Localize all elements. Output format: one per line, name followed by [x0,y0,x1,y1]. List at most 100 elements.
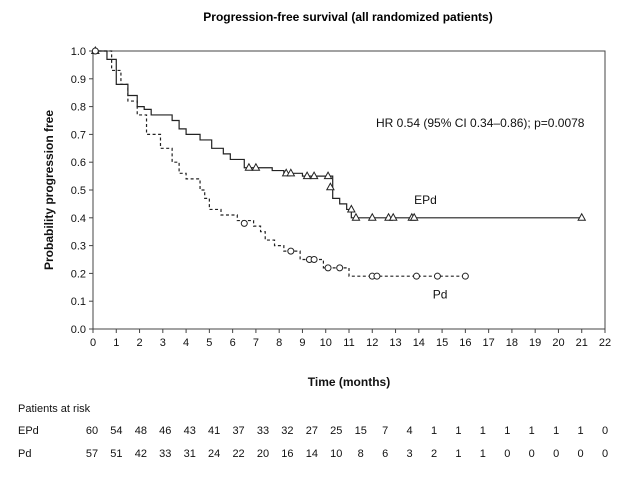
censor-marker-epd [302,171,312,180]
risk-value: 1 [553,425,559,437]
x-tick-label: 4 [183,337,189,349]
censor-marker-pd [461,272,469,280]
risk-value: 20 [257,448,269,460]
x-axis-label: Time (months) [308,375,390,389]
risk-value: 4 [407,425,413,437]
risk-value: 25 [330,425,342,437]
risk-value: 43 [184,425,196,437]
risk-value: 1 [529,425,535,437]
hazard-ratio-annotation: HR 0.54 (95% CI 0.34–0.86); p=0.0078 [376,116,585,130]
risk-value: 1 [455,425,461,437]
y-tick-label: 0.2 [71,268,86,280]
x-tick-label: 15 [436,337,448,349]
risk-value: 0 [578,448,584,460]
censor-marker-pd [287,247,295,255]
risk-value: 1 [578,425,584,437]
x-tick-label: 2 [136,337,142,349]
censor-marker-epd [309,171,319,180]
risk-value: 22 [232,448,244,460]
x-tick-label: 20 [552,337,564,349]
y-tick-label: 0.5 [71,185,86,197]
censor-marker-pd [324,264,332,272]
y-tick-label: 0.3 [71,241,86,253]
censor-marker-epd [351,212,361,221]
risk-value: 3 [407,448,413,460]
risk-value: 1 [431,425,437,437]
risk-table-title: Patients at risk [18,403,91,415]
x-tick-label: 12 [366,337,378,349]
x-tick-label: 0 [90,337,96,349]
risk-value: 51 [110,448,122,460]
risk-value: 37 [232,425,244,437]
y-tick-label: 0.1 [71,296,86,308]
censor-marker-epd [325,182,335,191]
y-tick-label: 0.7 [71,129,86,141]
risk-table: EPd 60 54 48 46 43 41 37 33 32 27 25 15 7 4 1 1 1 1 1 1 1 0Pd 5… [18,425,608,460]
censor-marker-epd [409,212,419,221]
risk-value: 31 [184,448,196,460]
series-label-pd: Pd [433,287,448,301]
series-line-epd [93,50,582,219]
censor-marker-pd [373,272,381,280]
censor-marker-pd [240,219,248,227]
x-tick-label: 8 [276,337,282,349]
x-tick-label: 7 [253,337,259,349]
x-tick-label: 9 [299,337,305,349]
risk-value: 1 [480,448,486,460]
risk-value: 0 [504,448,510,460]
censor-marker-epd [577,212,587,221]
risk-value: 48 [135,425,147,437]
x-tick-label: 18 [506,337,518,349]
x-tick-label: 17 [483,337,495,349]
x-tick-label: 16 [459,337,471,349]
risk-value: 6 [382,448,388,460]
risk-value: 0 [602,425,608,437]
x-tick-label: 19 [529,337,541,349]
x-tick-label: 21 [576,337,588,349]
y-axis: 0.0 0.1 0.2 0.3 0.4 0.5 0.6 0.7 0.8 0.9 1.0 [71,46,93,336]
risk-value: 0 [602,448,608,460]
series-epd: EPd [90,45,587,221]
risk-value: 42 [135,448,147,460]
risk-value: 46 [159,425,171,437]
y-tick-label: 0.8 [71,102,86,114]
x-tick-label: 3 [160,337,166,349]
x-tick-label: 1 [113,337,119,349]
censor-marker-epd [251,162,261,171]
series-label-epd: EPd [414,193,437,207]
censor-marker-pd [310,256,318,263]
risk-value: 32 [281,425,293,437]
risk-value: 2 [431,448,437,460]
risk-value: 0 [529,448,535,460]
risk-value: 60 [86,425,98,437]
risk-value: 1 [504,425,510,437]
censor-marker-pd [91,47,99,55]
censor-marker-epd [388,212,398,221]
series-line-pd [93,50,466,277]
x-axis: 0 1 2 3 4 5 6 7 8 9 10 11 12 13 14 15 16 17 18 19 20 21 22 [90,329,611,349]
risk-value: 57 [86,448,98,460]
risk-value: 1 [455,448,461,460]
risk-value: 33 [257,425,269,437]
censor-marker-epd [367,212,377,221]
risk-value: 1 [480,425,486,437]
censor-marker-pd [433,272,441,280]
series-layer: EPd Pd [90,45,587,301]
risk-value: 10 [330,448,342,460]
x-tick-label: 5 [206,337,212,349]
risk-value: 41 [208,425,220,437]
x-tick-label: 14 [413,337,425,349]
risk-value: 16 [281,448,293,460]
y-tick-label: 0.4 [71,213,86,225]
x-tick-label: 22 [599,337,611,349]
y-tick-label: 1.0 [71,46,86,58]
x-tick-label: 13 [389,337,401,349]
risk-value: 15 [355,425,367,437]
risk-row-label: EPd [18,425,39,437]
risk-value: 14 [306,448,318,460]
censor-marker-epd [346,204,356,213]
chart-title: Progression-free survival (all randomize… [203,10,492,24]
y-axis-label: Probability progression free [42,110,56,270]
censor-marker-epd [323,171,333,180]
